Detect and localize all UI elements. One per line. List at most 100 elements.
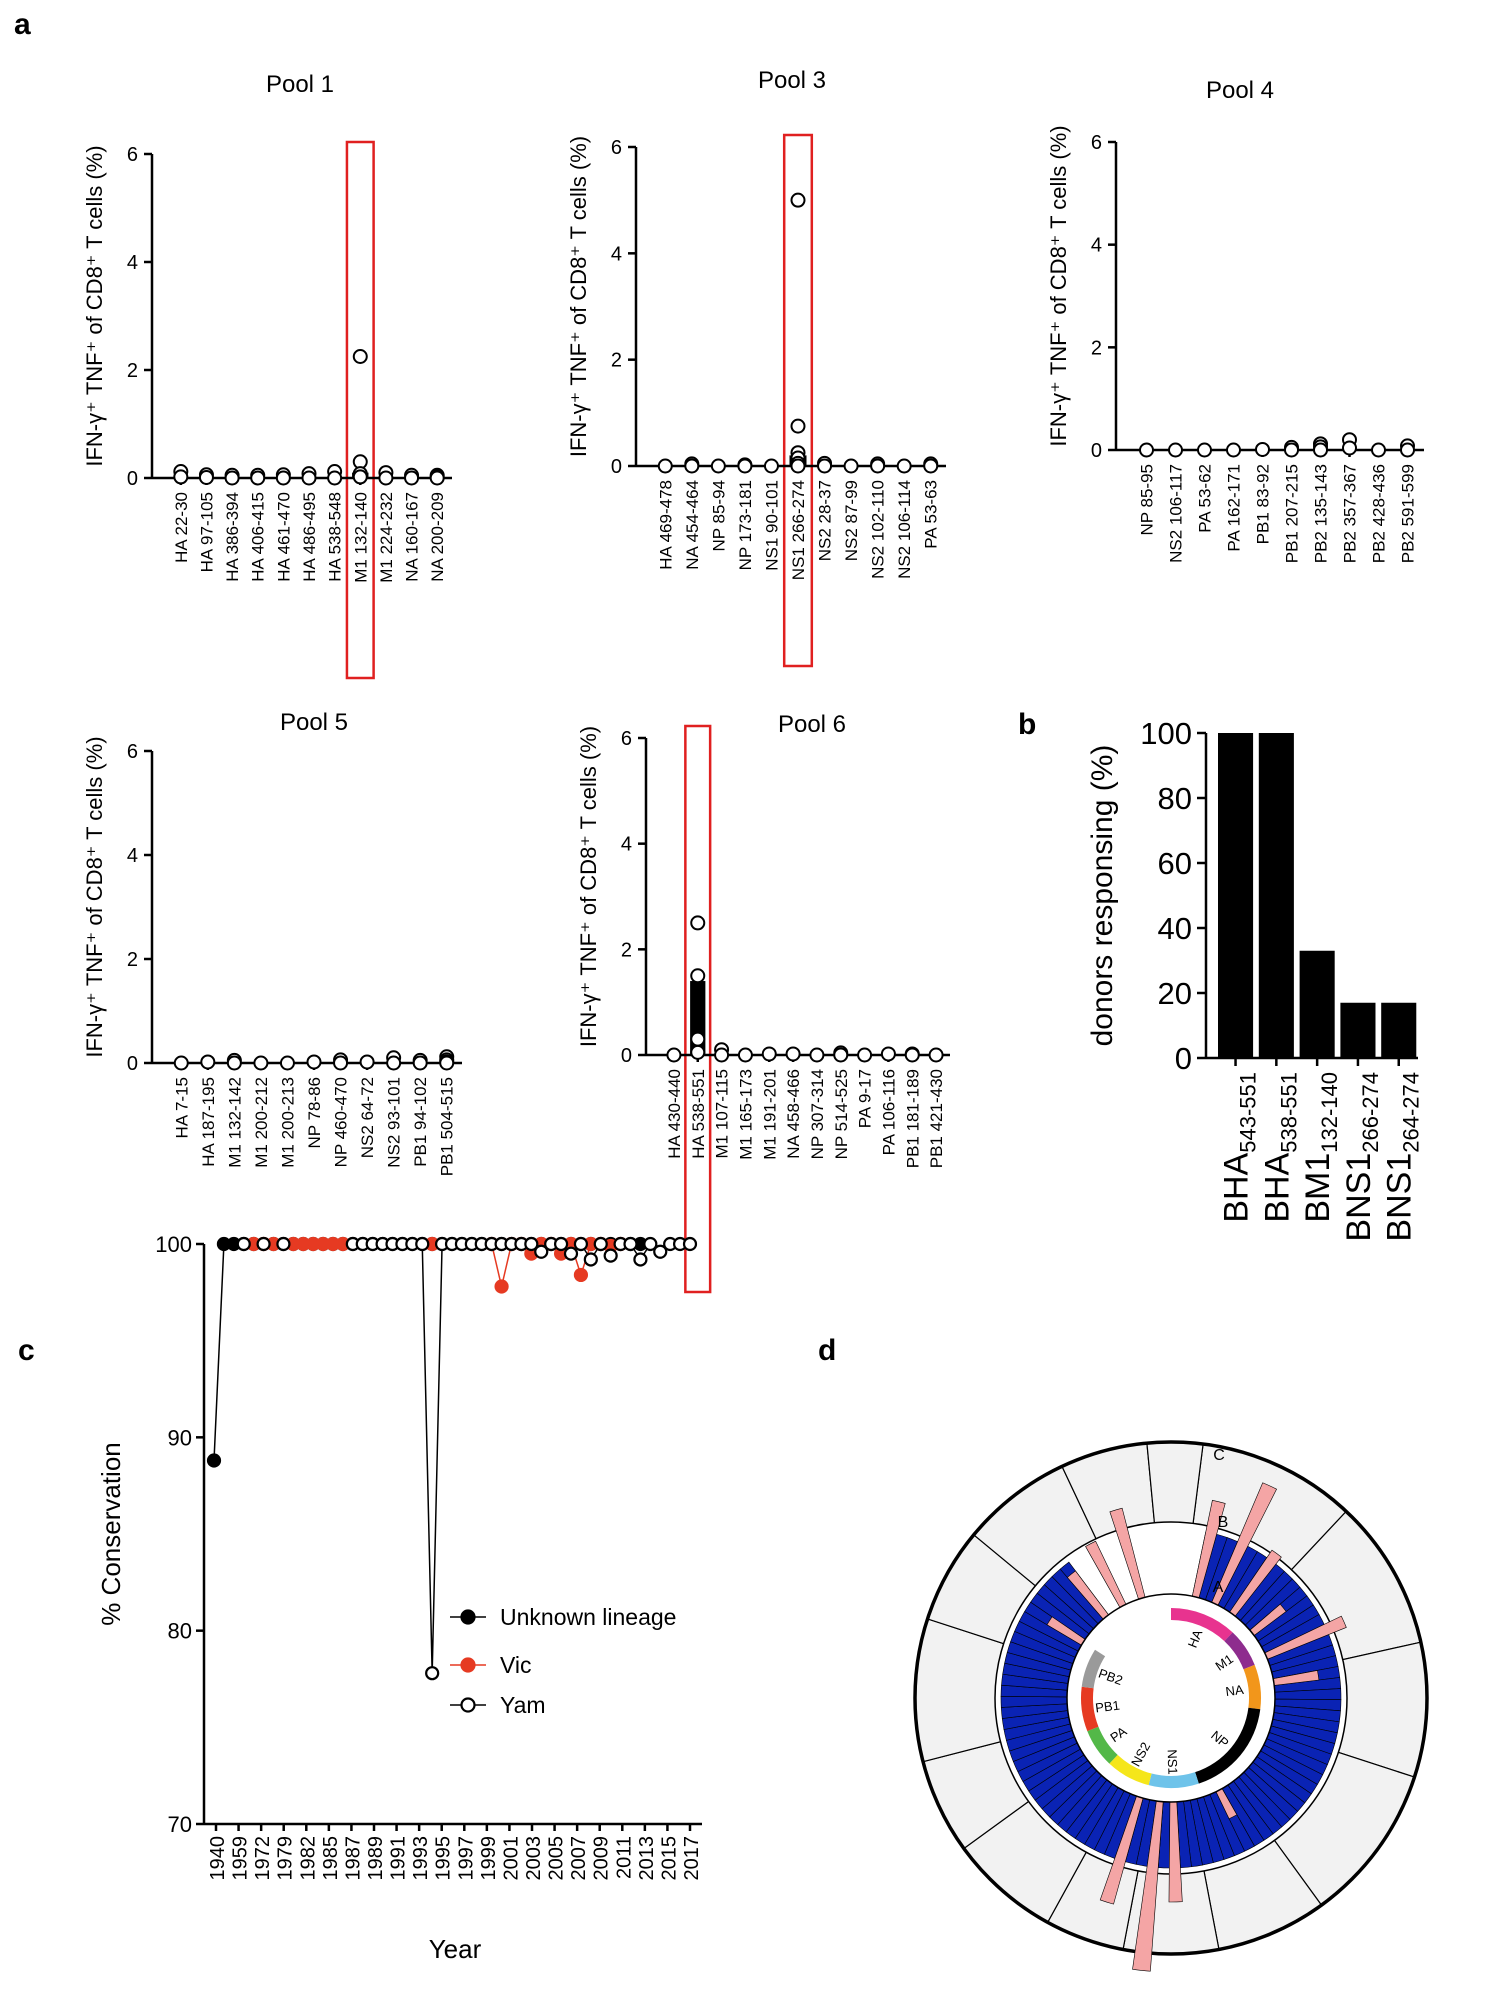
- x-tick-label: M1 191-201: [760, 1069, 779, 1160]
- ring-label: C: [1213, 1447, 1225, 1464]
- data-point: [737, 458, 753, 474]
- x-tick-label: HA 538-548: [326, 492, 345, 582]
- data-point: [226, 1055, 242, 1071]
- x-tick-label: BHA543-551: [1218, 1072, 1261, 1223]
- x-tick-label: 2005: [546, 1836, 568, 1881]
- chart-pool1: Pool 1 IFN-γ⁺ TNF⁺ of CD8⁺ T cells (%) 0 2 4…: [82, 71, 452, 680]
- gene-segment: [1148, 1772, 1199, 1789]
- x-tick-label: HA 486-495: [300, 492, 319, 582]
- ring-a: [1066, 1593, 1276, 1803]
- x-tick-label: 1972: [252, 1836, 274, 1881]
- data-point: [710, 458, 726, 474]
- data-point: [785, 1046, 801, 1062]
- gene-segment: [1109, 1754, 1152, 1786]
- bar: [1218, 733, 1254, 1058]
- gene-label: PB1: [1094, 1698, 1120, 1716]
- data-point: [1255, 441, 1270, 457]
- ring-label: B: [1218, 1514, 1229, 1531]
- y-tick-label: 4: [1091, 235, 1102, 257]
- chart-title: Pool 3: [758, 67, 826, 94]
- category-main: BHA: [1218, 1152, 1256, 1222]
- bar: [1381, 1002, 1417, 1058]
- chart-pool5: Pool 5 IFN-γ⁺ TNF⁺ of CD8⁺ T cells (%) 0 2 4…: [82, 709, 462, 1176]
- data-point: [250, 470, 266, 486]
- x-tick-label: NA 458-466: [784, 1069, 803, 1159]
- data-point: [684, 458, 700, 474]
- data-point: [494, 1279, 509, 1294]
- panel-label-a: a: [14, 8, 31, 41]
- data-point: [359, 1054, 375, 1070]
- data-point: [690, 1031, 706, 1047]
- data-point: [666, 1047, 682, 1063]
- x-tick-label: PA 53-63: [922, 480, 941, 549]
- y-tick-label: 0: [127, 1053, 138, 1075]
- y-tick-label: 0: [621, 1045, 632, 1067]
- gene-label: HA: [1185, 1627, 1206, 1650]
- data-point: [327, 470, 343, 486]
- x-tick-label: BNS1266-274: [1340, 1072, 1383, 1242]
- category-sub: 538-551: [1276, 1072, 1301, 1153]
- data-point: [657, 458, 673, 474]
- x-tick-label: HA 469-478: [656, 480, 675, 570]
- data-point: [790, 192, 806, 208]
- data-point: [1197, 442, 1212, 458]
- data-point: [279, 1055, 295, 1071]
- data-point: [573, 1267, 589, 1283]
- x-tick-label: BM1132-140: [1299, 1072, 1342, 1223]
- y-tick-label: 2: [127, 949, 138, 971]
- data-point: [276, 1236, 291, 1252]
- y-axis-title: donors responsing (%): [1086, 745, 1119, 1047]
- data-point: [643, 1236, 658, 1252]
- data-point: [563, 1246, 579, 1261]
- x-tick-label: M1 200-213: [278, 1077, 297, 1168]
- data-point: [200, 1054, 216, 1070]
- panel-label-d: d: [818, 1334, 836, 1367]
- data-point: [352, 349, 368, 364]
- category-sub: 266-274: [1358, 1072, 1383, 1153]
- x-tick-label: NS2 106-114: [895, 480, 914, 579]
- y-tick-label: 100: [155, 1232, 192, 1257]
- data-point: [623, 1236, 638, 1252]
- data-point: [761, 1046, 777, 1062]
- gene-label: NS1: [1165, 1749, 1181, 1775]
- gene-segment: [1081, 1686, 1099, 1732]
- data-point: [306, 1054, 322, 1070]
- x-tick-label: 2017: [681, 1836, 703, 1881]
- x-tick-label: NA 160-167: [403, 492, 422, 582]
- x-tick-label: 2015: [658, 1836, 680, 1881]
- data-point: [1313, 442, 1328, 458]
- outer-ring: [913, 1440, 1429, 1956]
- x-tick-label: 1940: [207, 1836, 229, 1881]
- data-point: [817, 458, 833, 474]
- chart-title: Pool 5: [280, 709, 348, 736]
- data-point: [714, 1047, 730, 1063]
- y-tick-label: 2: [127, 360, 138, 382]
- y-tick-label: 6: [1091, 132, 1102, 154]
- data-point: [603, 1248, 618, 1263]
- highlight-box: [684, 724, 712, 1294]
- y-axis-title: IFN-γ⁺ TNF⁺ of CD8⁺ T cells (%): [576, 726, 601, 1047]
- data-point: [870, 458, 886, 474]
- bar: [1258, 733, 1294, 1058]
- x-tick-label: HA 7-15: [172, 1077, 191, 1138]
- x-tick-label: 2001: [500, 1836, 522, 1881]
- panel-label-c: c: [18, 1334, 35, 1367]
- x-tick-label: PA 106-116: [879, 1069, 898, 1155]
- y-tick-label: 100: [1140, 716, 1192, 751]
- y-tick-label: 40: [1158, 911, 1192, 946]
- x-tick-label: PA 53-62: [1196, 464, 1215, 533]
- y-tick-label: 2: [621, 939, 632, 961]
- data-point: [386, 1055, 402, 1071]
- y-tick-label: 80: [168, 1619, 192, 1644]
- x-tick-label: NS2 87-99: [842, 480, 861, 561]
- data-point: [224, 470, 240, 486]
- gene-segment: [1243, 1664, 1261, 1710]
- x-tick-label: HA 430-440: [665, 1069, 684, 1159]
- x-tick-label: 2013: [636, 1836, 658, 1881]
- chart-title: Pool 1: [266, 71, 334, 98]
- data-point: [439, 1055, 455, 1071]
- category-main: BNS1: [1340, 1153, 1378, 1242]
- data-point: [1139, 442, 1154, 458]
- x-tick-label: HA 461-470: [274, 492, 293, 582]
- data-point: [333, 1055, 349, 1071]
